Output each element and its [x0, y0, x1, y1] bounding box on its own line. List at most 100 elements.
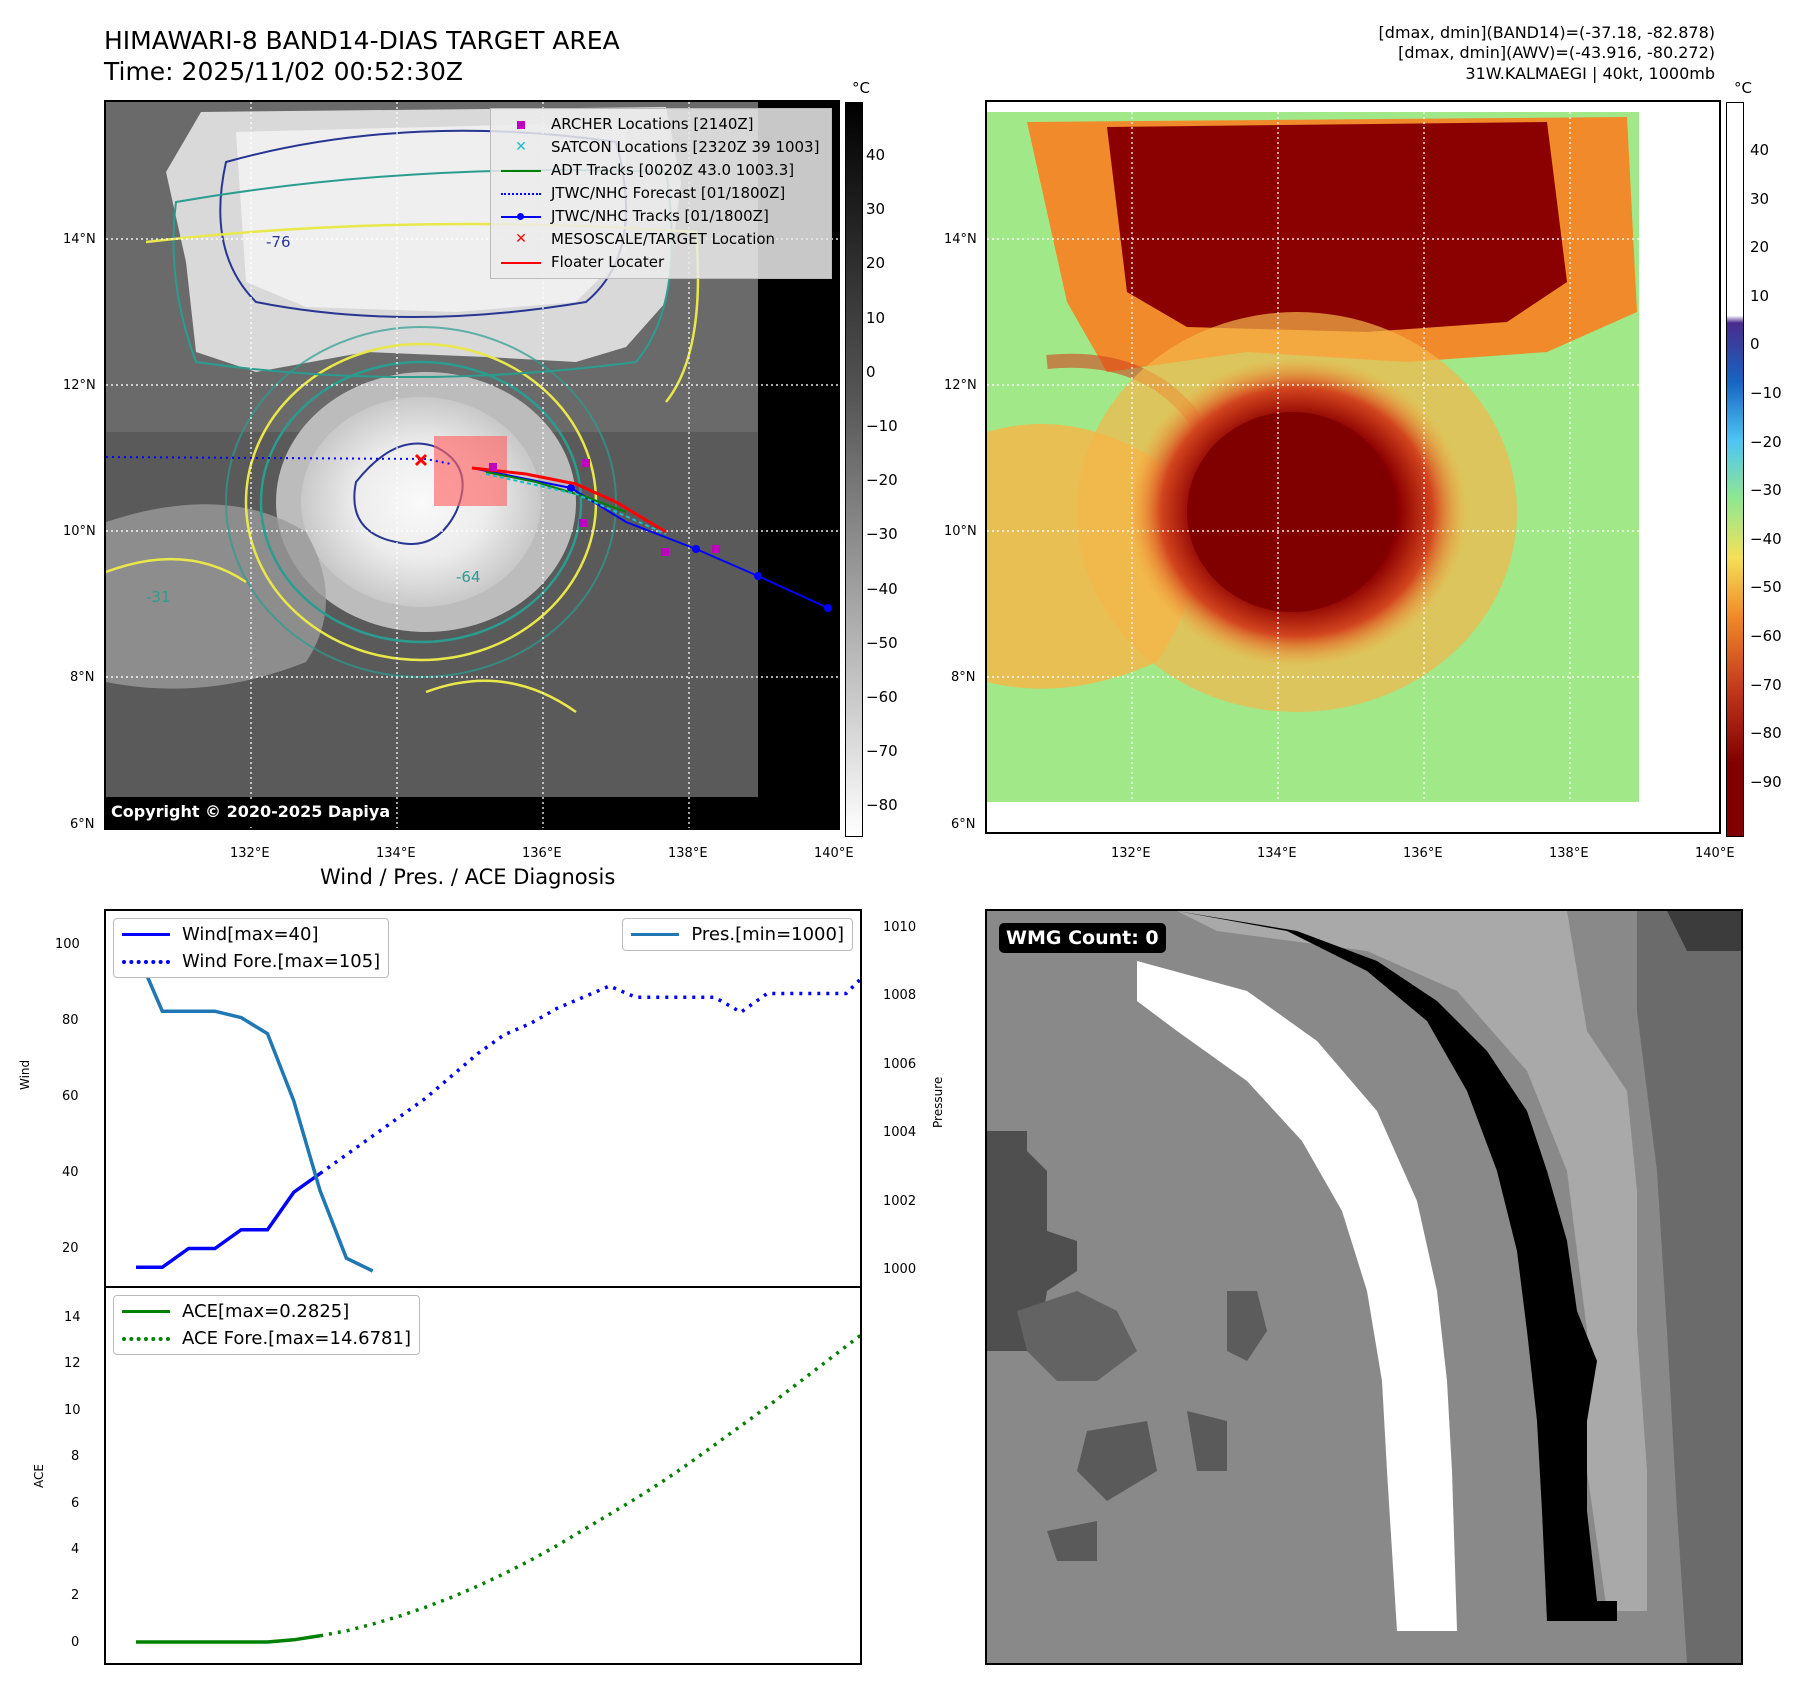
- wind-tick: 20: [62, 1241, 79, 1256]
- ace-tick: 10: [64, 1402, 81, 1418]
- awv-colorbar-unit: °C: [1734, 79, 1752, 97]
- legend-floater-label: Floater Locater: [551, 253, 665, 271]
- pres-tick: 1008: [883, 988, 917, 1004]
- awv-colorbar: [1726, 102, 1744, 837]
- ir-colorbar-tick: −10: [866, 417, 898, 435]
- copyright-label: Copyright © 2020-2025 Dapiya: [107, 799, 395, 824]
- ace-tick: 4: [71, 1542, 80, 1557]
- legend-archer-label: ARCHER Locations [2140Z]: [551, 115, 754, 133]
- ir-colorbar-tick: −70: [866, 742, 898, 761]
- legend-ace-fore: ACE Fore.[max=14.6781]: [122, 1325, 411, 1352]
- r-lon-tick-134: 134°E: [1257, 846, 1297, 861]
- legend-jtwc-forecast: JTWC/NHC Forecast [01/1800Z]: [499, 182, 823, 205]
- legend-adt: ADT Tracks [0020Z 43.0 1003.3]: [499, 159, 823, 182]
- dmax-band14: [dmax, dmin](BAND14)=(-37.18, -82.878): [1378, 23, 1715, 42]
- ir-colorbar-tick: −50: [866, 633, 898, 652]
- ir-colorbar: [845, 102, 863, 837]
- pres-legend: Pres.[min=1000]: [622, 918, 853, 951]
- ir-colorbar-tick: 10: [866, 308, 886, 327]
- ace-ylabel: ACE: [32, 1464, 46, 1488]
- ace-tick: 8: [71, 1449, 80, 1465]
- lon-tick-132: 132°E: [230, 846, 270, 861]
- awv-map-panel: [985, 100, 1721, 834]
- legend-wind-fore: Wind Fore.[max=105]: [122, 948, 380, 975]
- ir-colorbar-unit: °C: [852, 79, 870, 97]
- wmg-image: [987, 911, 1741, 1663]
- storm-info: 31W.KALMAEGI | 40kt, 1000mb: [1465, 64, 1715, 83]
- wind-tick: 100: [55, 937, 80, 952]
- r-lon-tick-138: 138°E: [1549, 846, 1589, 861]
- awv-colorbar-tick: 10: [1750, 286, 1770, 305]
- ace-tick: 6: [71, 1495, 80, 1511]
- ir-colorbar-tick: 0: [866, 362, 876, 381]
- legend-jtwc-tracks: JTWC/NHC Tracks [01/1800Z]: [499, 205, 823, 228]
- legend-adt-label: ADT Tracks [0020Z 43.0 1003.3]: [551, 161, 795, 179]
- ir-colorbar-tick: −60: [866, 688, 898, 706]
- legend-ace: ACE[max=0.2825]: [122, 1298, 411, 1325]
- awv-colorbar-tick: −10: [1750, 384, 1782, 402]
- lon-tick-134: 134°E: [376, 846, 416, 861]
- r-lat-tick-10: 10°N: [944, 524, 977, 539]
- pres-ylabel: Pressure: [931, 1076, 945, 1128]
- contour-label-76: -76: [266, 233, 291, 251]
- pres-tick: 1002: [883, 1193, 917, 1209]
- ace-panel: ACE[max=0.2825] ACE Fore.[max=14.6781]: [104, 1286, 862, 1665]
- figure-title: HIMAWARI-8 BAND14-DIAS TARGET AREA: [104, 26, 620, 55]
- awv-colorbar-tick: −70: [1750, 675, 1782, 694]
- legend-wind-label: Wind[max=40]: [182, 924, 319, 945]
- r-lat-tick-6: 6°N: [951, 817, 976, 832]
- ir-colorbar-tick: −20: [866, 471, 898, 490]
- wind-pres-panel: Wind[max=40] Wind Fore.[max=105] Pres.[m…: [104, 909, 862, 1288]
- ir-colorbar-tick: 40: [866, 146, 886, 164]
- awv-colorbar-tick: 30: [1750, 189, 1770, 208]
- ace-series-line-1: [319, 1333, 860, 1638]
- awv-colorbar-tick: −20: [1750, 432, 1782, 451]
- lat-tick-6: 6°N: [70, 817, 95, 832]
- ace-legend: ACE[max=0.2825] ACE Fore.[max=14.6781]: [113, 1295, 420, 1355]
- ace-tick: 14: [64, 1310, 81, 1325]
- ace-tick: 2: [71, 1588, 80, 1604]
- pres-tick: 1000: [883, 1262, 917, 1277]
- lat-tick-10: 10°N: [63, 524, 96, 539]
- dmax-awv: [dmax, dmin](AWV)=(-43.916, -80.272): [1398, 43, 1715, 62]
- legend-satcon: ✕ SATCON Locations [2320Z 39 1003]: [499, 136, 823, 159]
- wmg-panel: WMG Count: 0: [985, 909, 1743, 1665]
- lat-tick-14: 14°N: [63, 232, 96, 247]
- pres-tick: 1010: [883, 920, 917, 935]
- awv-map: [987, 102, 1719, 832]
- ir-colorbar-tick: 20: [866, 254, 886, 273]
- wind-tick: 40: [62, 1165, 79, 1180]
- awv-colorbar-tick: 40: [1750, 141, 1770, 159]
- lat-tick-12: 12°N: [63, 378, 96, 393]
- ir-map-legend: ARCHER Locations [2140Z] ✕ SATCON Locatio…: [490, 108, 832, 279]
- ace-series-line-0: [136, 1634, 321, 1644]
- legend-target-label: MESOSCALE/TARGET Location: [551, 230, 776, 248]
- figure-time: Time: 2025/11/02 00:52:30Z: [104, 57, 463, 86]
- lat-tick-8: 8°N: [70, 670, 95, 685]
- awv-colorbar-tick: −90: [1750, 772, 1782, 791]
- r-lon-tick-140: 140°E: [1695, 846, 1735, 861]
- wind-legend: Wind[max=40] Wind Fore.[max=105]: [113, 918, 390, 978]
- pres-tick: 1004: [883, 1125, 917, 1141]
- legend-target: ✕ MESOSCALE/TARGET Location: [499, 228, 823, 251]
- wind-tick: 80: [62, 1013, 79, 1028]
- ir-colorbar-tick: −30: [866, 525, 898, 544]
- r-lat-tick-8: 8°N: [951, 670, 976, 685]
- legend-wind: Wind[max=40]: [122, 921, 380, 948]
- legend-jtwc-forecast-label: JTWC/NHC Forecast [01/1800Z]: [551, 184, 786, 202]
- ir-colorbar-tick: −80: [866, 796, 898, 815]
- legend-pres-label: Pres.[min=1000]: [691, 924, 844, 945]
- awv-colorbar-tick: −30: [1750, 481, 1782, 500]
- legend-pres: Pres.[min=1000]: [631, 921, 844, 948]
- wind-ylabel: Wind: [18, 1059, 32, 1090]
- legend-archer: ARCHER Locations [2140Z]: [499, 113, 823, 136]
- r-lon-tick-136: 136°E: [1403, 846, 1443, 861]
- lon-tick-136: 136°E: [522, 846, 562, 861]
- ir-colorbar-tick: −40: [866, 579, 898, 598]
- legend-floater: Floater Locater: [499, 251, 823, 274]
- contour-label-64: -64: [456, 568, 481, 586]
- awv-colorbar-tick: 20: [1750, 238, 1770, 257]
- wind-tick: 60: [62, 1089, 79, 1104]
- r-lon-tick-132: 132°E: [1111, 846, 1151, 861]
- legend-ace-label: ACE[max=0.2825]: [182, 1301, 350, 1322]
